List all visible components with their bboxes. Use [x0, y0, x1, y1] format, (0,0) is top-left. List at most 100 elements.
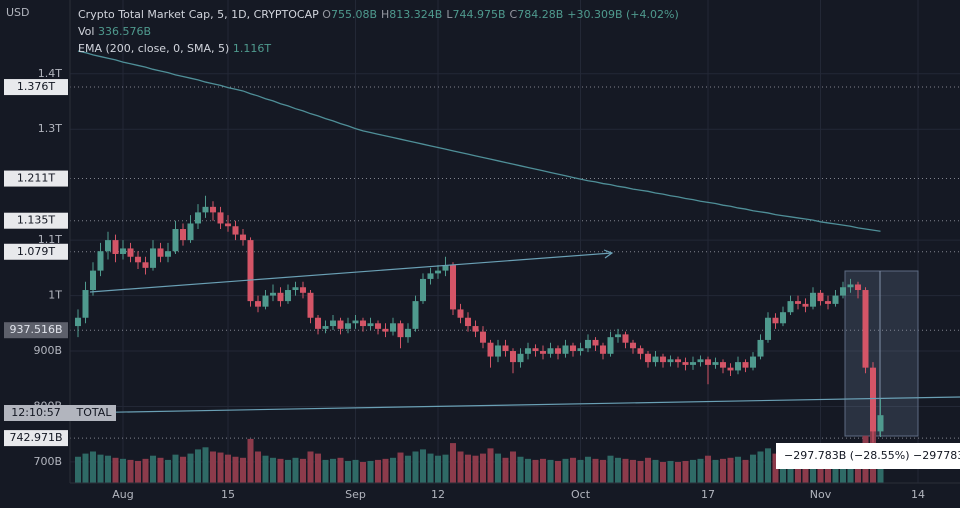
candle-body: [255, 301, 261, 307]
volume-bar: [532, 459, 539, 483]
volume-bar: [630, 459, 636, 483]
price-label-box: [4, 243, 68, 260]
candle-body: [397, 323, 404, 338]
candle-body: [300, 287, 306, 293]
volume-bar: [465, 454, 471, 483]
candle-body: [375, 323, 381, 329]
volume-bar: [180, 456, 186, 483]
volume-bar: [420, 449, 426, 483]
volume-bar: [457, 451, 464, 483]
x-tick-label: Aug: [112, 488, 133, 501]
volume-bar: [285, 459, 291, 483]
candle-body: [622, 334, 629, 343]
volume-bar: [127, 459, 134, 483]
volume-bar: [705, 455, 711, 483]
trend-line: [89, 252, 613, 293]
y-tick-label: 700B: [33, 455, 62, 468]
volume-bar: [277, 458, 284, 483]
candle-body: [840, 287, 846, 296]
price-label: 742.971B: [9, 431, 62, 444]
candle-body: [292, 287, 299, 291]
candle-body: [795, 301, 801, 304]
candle-body: [337, 320, 344, 329]
ema-value: 1.116T: [232, 42, 272, 55]
candle-body: [847, 284, 854, 288]
volume-bar: [150, 455, 156, 483]
candle-body: [735, 362, 741, 371]
ohlc-key: H: [381, 8, 390, 21]
volume-bar: [307, 451, 314, 483]
candle-body: [660, 356, 666, 363]
candle-body: [555, 348, 561, 354]
volume-bar: [735, 456, 741, 483]
volume-label: Vol: [78, 25, 95, 38]
ohlc-value: 755.08B: [330, 8, 377, 21]
price-label: 1.211T: [17, 172, 55, 185]
candle-body: [315, 317, 321, 329]
volume-bar: [682, 460, 689, 483]
volume-bar: [165, 459, 171, 483]
volume-bar: [90, 451, 96, 483]
candle-body: [780, 312, 786, 324]
candle-body: [382, 328, 389, 332]
candle-body: [742, 362, 749, 368]
volume-bar: [697, 458, 704, 483]
volume-bar: [255, 451, 261, 483]
candle-body: [802, 303, 809, 307]
volume-bar: [345, 460, 351, 483]
volume-bar: [540, 458, 546, 483]
candle-body: [187, 223, 194, 241]
price-label-box: [4, 322, 68, 339]
candle-body: [180, 229, 186, 241]
candle-body: [652, 356, 659, 363]
candle-body: [727, 367, 734, 371]
volume-bar: [292, 457, 299, 483]
ohlc-value: 813.324B: [389, 8, 443, 21]
candle-body: [232, 226, 239, 235]
volume-bar: [652, 459, 659, 483]
candle-body: [345, 323, 351, 329]
candle-body: [457, 309, 464, 318]
volume-bar: [772, 453, 779, 483]
candle-body: [360, 320, 366, 327]
candle-body: [210, 206, 216, 213]
candle-body: [615, 334, 621, 338]
candle-body: [495, 345, 501, 357]
volume-bar: [210, 451, 216, 483]
price-label: 937.516B: [9, 323, 62, 336]
x-tick-label: Oct: [571, 488, 591, 501]
price-label-box: [4, 212, 68, 229]
volume-bar: [487, 448, 494, 483]
candle-body: [772, 317, 779, 324]
volume-bar: [240, 457, 246, 483]
volume-bar: [352, 459, 359, 483]
measure-range: [844, 270, 919, 437]
trend-arrow: [603, 249, 614, 259]
volume-bar: [97, 454, 104, 483]
candle-body: [540, 351, 546, 354]
candle-body: [607, 337, 614, 354]
x-tick-label: Sep: [345, 488, 366, 501]
candle-body: [787, 301, 794, 313]
candle-body: [690, 362, 696, 365]
y-tick-label: 900B: [33, 344, 62, 357]
volume-bar: [112, 457, 119, 483]
candle-body: [855, 284, 861, 291]
symbol-title: Crypto Total Market Cap, 5, 1D, CRYPTOCA…: [78, 8, 319, 21]
volume-bar: [667, 460, 674, 483]
volume-bar: [637, 460, 644, 483]
candle-body: [105, 240, 111, 252]
countdown: 12:10:57: [11, 406, 60, 419]
volume-bar: [435, 455, 441, 483]
candle-body: [577, 348, 584, 352]
header-row: Vol 336.576B: [78, 23, 683, 40]
candle-body: [330, 320, 336, 327]
candle-body: [810, 292, 816, 307]
x-tick-label: Nov: [810, 488, 832, 501]
volume-bar: [720, 458, 726, 483]
candle-body: [75, 317, 81, 327]
ohlc-value: 784.28B: [517, 8, 564, 21]
price-label-box: [4, 170, 68, 187]
